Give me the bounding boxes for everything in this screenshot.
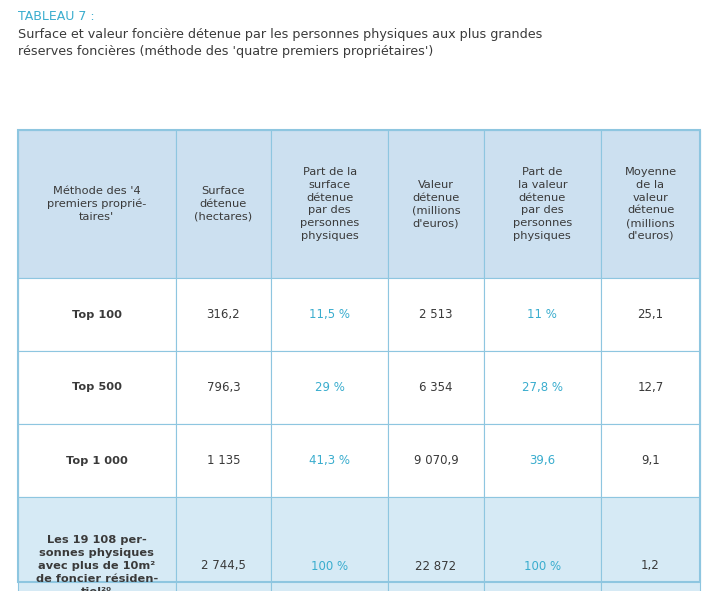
- Text: 796,3: 796,3: [207, 381, 240, 394]
- Text: Méthode des '4
premiers proprié-
taires': Méthode des '4 premiers proprié- taires': [47, 186, 147, 222]
- Text: 2 744,5: 2 744,5: [201, 560, 246, 573]
- Text: Valeur
détenue
(millions
d'euros): Valeur détenue (millions d'euros): [412, 180, 460, 228]
- Text: 100 %: 100 %: [311, 560, 348, 573]
- Bar: [388, 351, 484, 424]
- Bar: [601, 424, 700, 497]
- Bar: [176, 351, 271, 424]
- Bar: [271, 424, 388, 497]
- Bar: [484, 424, 601, 497]
- Bar: [176, 424, 271, 497]
- Bar: [176, 130, 271, 278]
- Bar: [18, 497, 176, 591]
- Bar: [388, 424, 484, 497]
- Bar: [18, 424, 176, 497]
- Text: 25,1: 25,1: [637, 308, 664, 321]
- Text: 316,2: 316,2: [207, 308, 240, 321]
- Text: Part de
la valeur
détenue
par des
personnes
physiques: Part de la valeur détenue par des person…: [513, 167, 572, 241]
- Text: 29 %: 29 %: [315, 381, 345, 394]
- Bar: [18, 278, 176, 351]
- Bar: [271, 130, 388, 278]
- Text: 22 872: 22 872: [415, 560, 456, 573]
- Text: Top 100: Top 100: [72, 310, 122, 320]
- Text: Top 500: Top 500: [72, 382, 122, 392]
- Text: 11,5 %: 11,5 %: [309, 308, 350, 321]
- Bar: [176, 278, 271, 351]
- Bar: [18, 351, 176, 424]
- Bar: [601, 351, 700, 424]
- Bar: [484, 278, 601, 351]
- Text: Part de la
surface
détenue
par des
personnes
physiques: Part de la surface détenue par des perso…: [300, 167, 359, 241]
- Text: 41,3 %: 41,3 %: [309, 454, 350, 467]
- Bar: [484, 497, 601, 591]
- Text: Top 1 000: Top 1 000: [66, 456, 127, 466]
- Text: 2 513: 2 513: [419, 308, 453, 321]
- Bar: [601, 278, 700, 351]
- Text: 39,6: 39,6: [529, 454, 555, 467]
- Bar: [18, 130, 700, 582]
- Text: 1 135: 1 135: [207, 454, 240, 467]
- Text: 12,7: 12,7: [637, 381, 664, 394]
- Bar: [388, 497, 484, 591]
- Text: TABLEAU 7 :: TABLEAU 7 :: [18, 10, 94, 23]
- Text: 1,2: 1,2: [641, 560, 660, 573]
- Bar: [388, 130, 484, 278]
- Text: 9,1: 9,1: [641, 454, 660, 467]
- Bar: [176, 497, 271, 591]
- Text: 6 354: 6 354: [419, 381, 453, 394]
- Text: Les 19 108 per-
sonnes physiques
avec plus de 10m²
de foncier résiden-
tiel²⁰: Les 19 108 per- sonnes physiques avec pl…: [36, 535, 158, 591]
- Bar: [271, 351, 388, 424]
- Text: 27,8 %: 27,8 %: [522, 381, 563, 394]
- Text: 11 %: 11 %: [527, 308, 557, 321]
- Text: Surface
détenue
(hectares): Surface détenue (hectares): [194, 186, 253, 222]
- Bar: [484, 351, 601, 424]
- Bar: [271, 497, 388, 591]
- Bar: [601, 130, 700, 278]
- Bar: [271, 278, 388, 351]
- Text: 100 %: 100 %: [523, 560, 561, 573]
- Bar: [388, 278, 484, 351]
- Text: Surface et valeur foncière détenue par les personnes physiques aux plus grandes
: Surface et valeur foncière détenue par l…: [18, 28, 542, 59]
- Bar: [18, 130, 176, 278]
- Text: 9 070,9: 9 070,9: [413, 454, 459, 467]
- Bar: [484, 130, 601, 278]
- Text: Moyenne
de la
valeur
détenue
(millions
d'euros): Moyenne de la valeur détenue (millions d…: [624, 167, 677, 241]
- Bar: [601, 497, 700, 591]
